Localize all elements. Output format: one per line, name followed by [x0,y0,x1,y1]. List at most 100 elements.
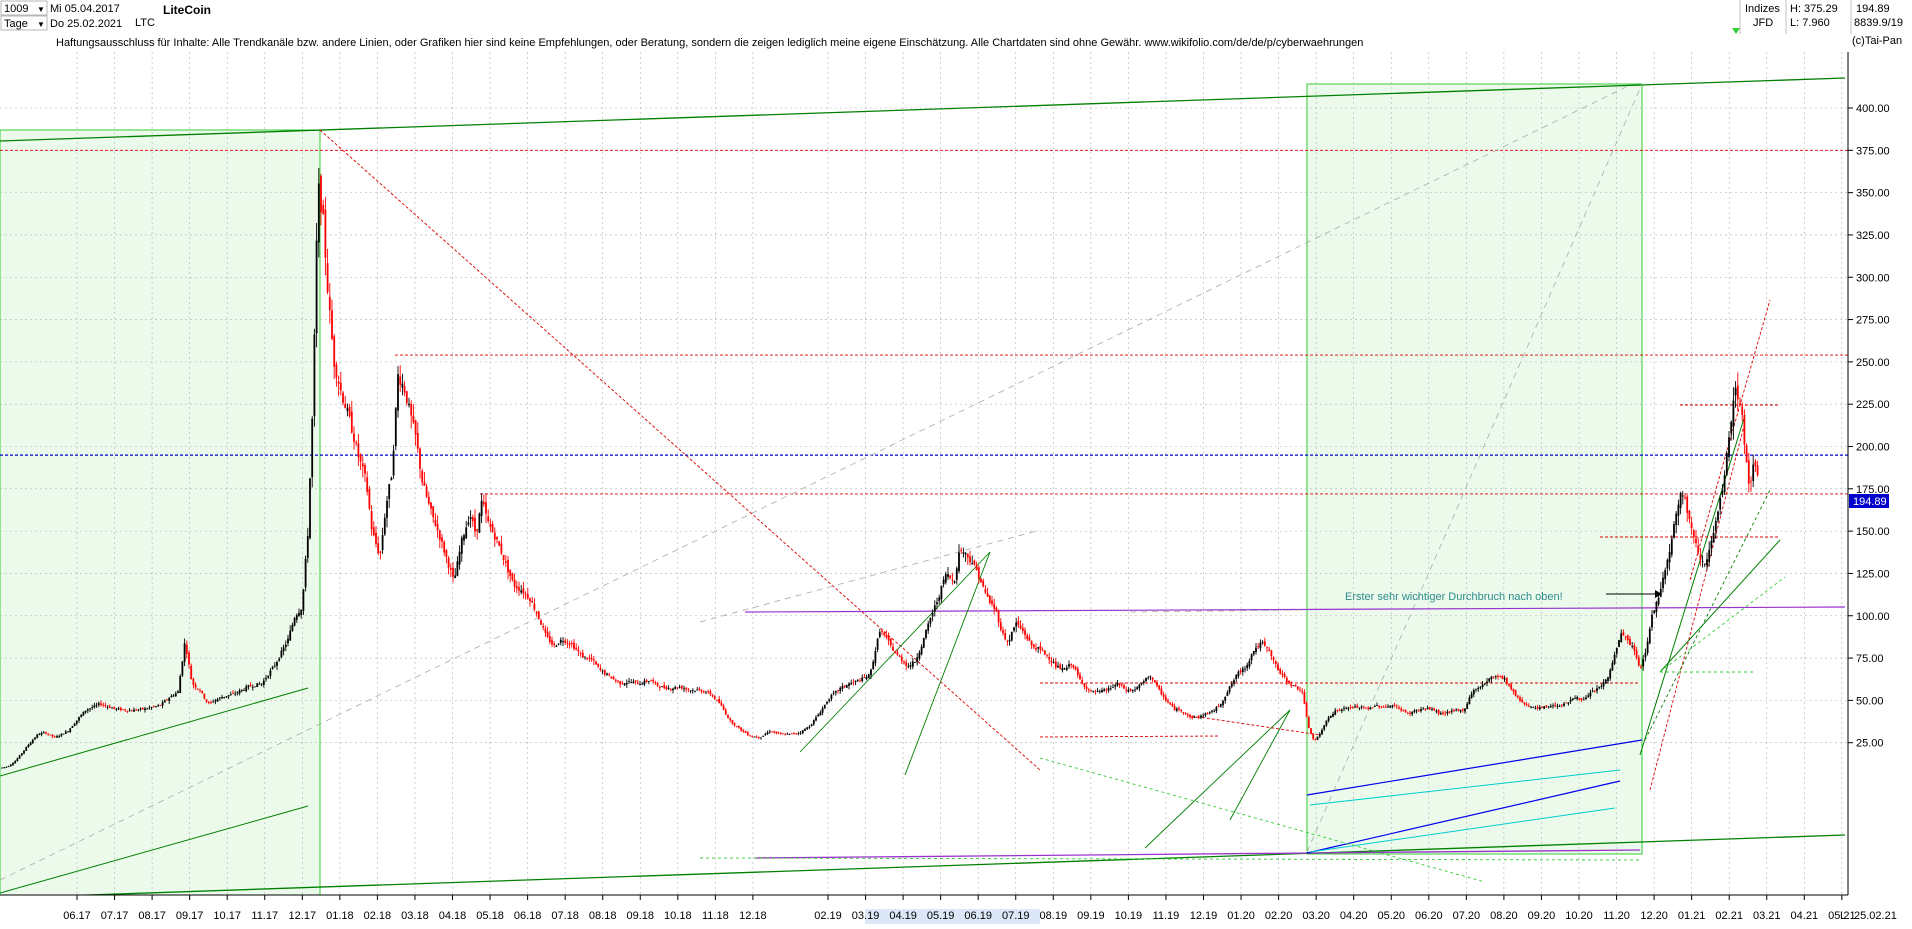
candle-body [1299,689,1301,691]
candle-body [1576,697,1579,700]
candle-body [592,659,595,661]
candle-body [192,678,195,685]
candle-body [113,706,116,709]
candle-body [546,631,549,637]
candle-body [729,718,732,721]
candle-body [1743,415,1746,445]
candle-body [1285,677,1288,682]
candle-body [1648,628,1651,644]
candle-body [1087,689,1090,691]
candle-body [854,680,857,682]
index-value: 8839.9/19 [1854,17,1903,29]
candle-body [1024,630,1026,635]
candle-body [777,732,780,734]
candle-body [1017,620,1020,625]
candle-body [1684,497,1686,498]
candle-body [196,688,199,690]
low-value: L: 7.960 [1790,17,1830,29]
candle-body [489,523,492,527]
candle-body [819,712,822,716]
candle-body [20,753,23,756]
x-tick-label: 06.17 [63,910,91,922]
period-dropdown[interactable] [0,15,48,31]
candle-body [1098,691,1101,693]
level-lines [0,149,1848,495]
candle-body [104,705,107,706]
candle-body [1510,684,1513,690]
candle-body [1,767,3,769]
candle-body [586,657,589,660]
candle-body [309,478,311,539]
candle-body [375,532,377,544]
bar-count-dropdown[interactable] [0,0,48,16]
candle-body [331,310,333,339]
candle-body [1109,688,1112,690]
candle-body [1512,689,1515,692]
candle-body [141,707,144,710]
candle-body [1637,657,1640,666]
candle-body [1428,707,1431,710]
candle-body [163,700,166,703]
candle-body [1270,650,1273,656]
candle-body [75,720,78,724]
candle-body [1521,699,1524,702]
candle-body [1596,688,1598,692]
candle-body [665,686,668,690]
candle-body [122,709,124,711]
candle-body [559,639,562,643]
candle-body [1488,678,1491,682]
candle-body [980,578,982,583]
candle-body [1721,491,1724,495]
candle-body [991,600,993,605]
candle-body [751,736,754,737]
candle-body [1622,632,1625,636]
candle-body [1508,683,1510,686]
candle-body [966,553,969,558]
trend-line [1039,735,1221,738]
candle-body [1651,614,1653,628]
candle-body [687,689,690,691]
candle-body [817,714,820,717]
candle-body [1732,400,1735,427]
candle-body [188,652,190,665]
candle-body [652,679,655,682]
candle-body [707,691,710,693]
candle-body [1171,704,1174,707]
x-tick-label: 03.19 [852,910,880,922]
candle-body [812,720,815,725]
candle-body [1277,664,1279,671]
candle-body [449,567,452,570]
candle-body [949,575,952,579]
candle-body [1446,711,1449,714]
trend-line [1191,715,1321,736]
candle-body [1409,712,1411,714]
candle-body [1147,677,1150,679]
candle-body [1050,660,1053,663]
candle-body [1182,712,1185,713]
candle-body [386,500,388,518]
candle-body [753,736,756,738]
candle-body [1046,654,1048,656]
candle-body [1618,640,1620,647]
candle-body [1129,689,1132,691]
candle-body [661,686,663,688]
candle-body [280,650,283,658]
candle-body [1296,686,1299,690]
candle-body [874,651,877,664]
candle-body [1336,709,1339,711]
candle-body [62,733,65,735]
candle-body [845,685,848,688]
candle-body [179,675,182,693]
x-tick-label: 05.21 [1828,910,1856,922]
candle-body [421,470,424,483]
candle-body [93,705,96,708]
candle-body [889,638,892,646]
candle-body [403,386,406,393]
x-tick-label: 06.19 [964,910,992,922]
candle-body [1145,677,1147,682]
candle-body [434,519,437,526]
candle-body [1125,689,1128,691]
candle-body [696,689,699,691]
candle-body [1211,710,1213,712]
candle-body [975,564,978,571]
